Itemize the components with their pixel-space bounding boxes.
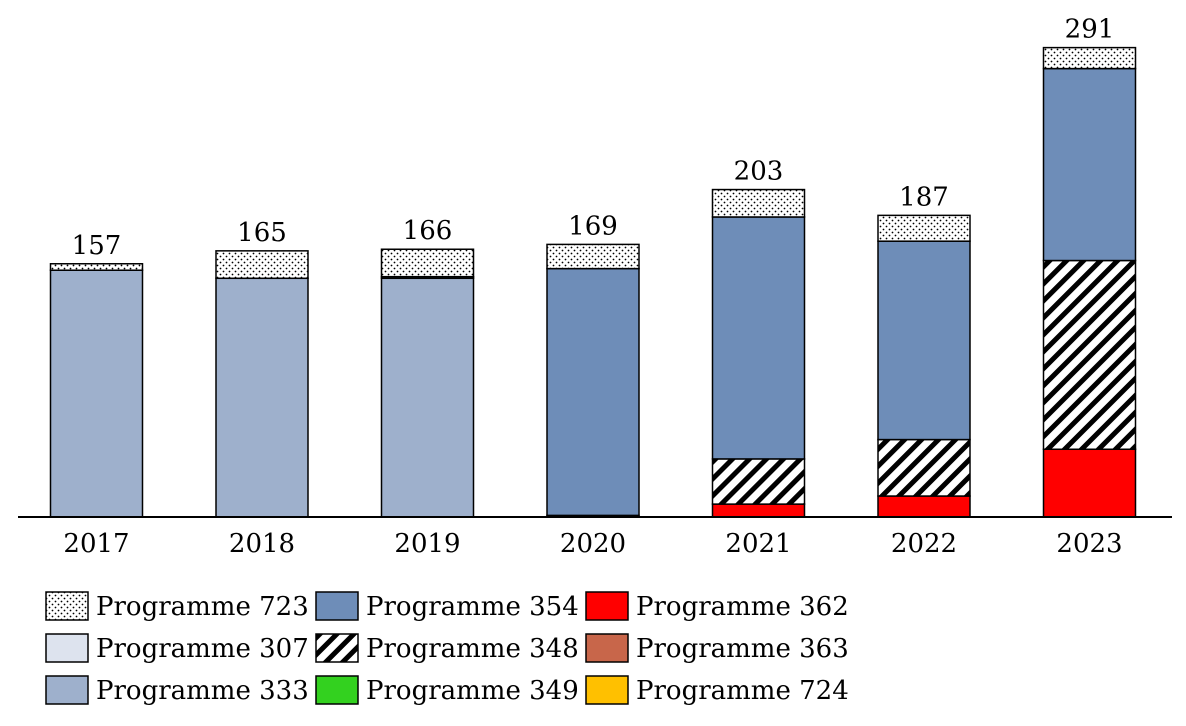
x-tick-label-2020: 2020: [560, 529, 626, 559]
x-tick-label-2023: 2023: [1056, 529, 1122, 559]
bar-segment-programme-348-2021: [711, 458, 806, 505]
legend: Programme 723 Programme 307 Programme 333 P…: [45, 591, 849, 706]
total-label-2019: 166: [403, 216, 453, 246]
legend-item-programme-362: Programme 362: [585, 591, 849, 622]
legend-item-programme-363: Programme 363: [585, 633, 849, 664]
legend-item-programme-354: Programme 354: [315, 591, 579, 622]
bar-segment-programme-333-2017: [49, 269, 144, 518]
legend-item-programme-333: Programme 333: [45, 675, 309, 706]
legend-swatch-programme-348: [315, 633, 359, 663]
bar-segment-programme-348-2022: [877, 438, 971, 497]
total-label-2020: 169: [568, 211, 618, 241]
bars-layer: [49, 46, 1137, 518]
bar-segment-programme-723-2021: [711, 188, 806, 218]
total-label-2021: 203: [734, 157, 784, 187]
total-label-2018: 165: [237, 218, 287, 248]
legend-swatch-programme-349: [315, 675, 359, 705]
x-tick-label-2021: 2021: [725, 529, 791, 559]
legend-label-programme-348: Programme 348: [366, 634, 579, 664]
legend-item-programme-349: Programme 349: [315, 675, 579, 706]
bar-segment-programme-333-2019: [380, 277, 475, 518]
legend-label-programme-723: Programme 723: [96, 592, 309, 622]
x-tick-label-2019: 2019: [394, 529, 460, 559]
legend-item-programme-723: Programme 723: [45, 591, 309, 622]
total-labels: 157 165 166 169 203 187 291: [72, 15, 1115, 261]
x-tick-label-2022: 2022: [891, 529, 957, 559]
bar-segment-programme-723-2020: [546, 243, 640, 270]
legend-item-programme-724: Programme 724: [585, 675, 849, 706]
bar-segment-programme-723-2022: [877, 214, 971, 242]
legend-swatch-programme-307: [45, 633, 89, 663]
legend-swatch-programme-724: [585, 675, 629, 705]
bar-segment-programme-723-2023: [1042, 46, 1137, 70]
legend-label-programme-333: Programme 333: [96, 676, 309, 706]
bar-segment-programme-723-2018: [215, 250, 309, 280]
bar-segment-programme-348-2023: [1042, 259, 1137, 451]
legend-swatch-programme-723: [45, 591, 89, 621]
bar-segment-programme-354-2022: [877, 240, 971, 441]
legend-label-programme-363: Programme 363: [636, 634, 849, 664]
legend-label-programme-307: Programme 307: [96, 634, 309, 664]
total-label-2017: 157: [72, 231, 122, 261]
legend-swatch-programme-354: [315, 591, 359, 621]
legend-swatch-programme-363: [585, 633, 629, 663]
legend-swatch-programme-333: [45, 675, 89, 705]
bar-segment-programme-362-2023: [1042, 448, 1137, 518]
bar-segment-programme-723-2017: [49, 263, 144, 271]
legend-item-programme-348: Programme 348: [315, 633, 579, 664]
x-tick-labels: 2017 2018 2019 2020 2021 2022 2023: [63, 529, 1122, 559]
total-label-2022: 187: [899, 182, 949, 212]
x-tick-label-2017: 2017: [63, 529, 129, 559]
bar-segment-programme-362-2022: [877, 495, 971, 518]
legend-label-programme-354: Programme 354: [366, 592, 579, 622]
legend-label-programme-724: Programme 724: [636, 676, 849, 706]
legend-item-programme-307: Programme 307: [45, 633, 309, 664]
bar-segment-programme-723-2019: [380, 248, 475, 278]
x-tick-label-2018: 2018: [229, 529, 295, 559]
legend-swatch-programme-362: [585, 591, 629, 621]
bar-segment-programme-354-2021: [711, 216, 806, 460]
bar-segment-programme-354-2020: [546, 267, 640, 517]
total-label-2023: 291: [1065, 15, 1115, 45]
bar-segment-programme-333-2018: [215, 277, 309, 518]
bar-segment-programme-362-2021: [711, 503, 806, 518]
legend-label-programme-349: Programme 349: [366, 676, 579, 706]
bar-segment-programme-354-2023: [1042, 67, 1137, 262]
legend-label-programme-362: Programme 362: [636, 592, 849, 622]
